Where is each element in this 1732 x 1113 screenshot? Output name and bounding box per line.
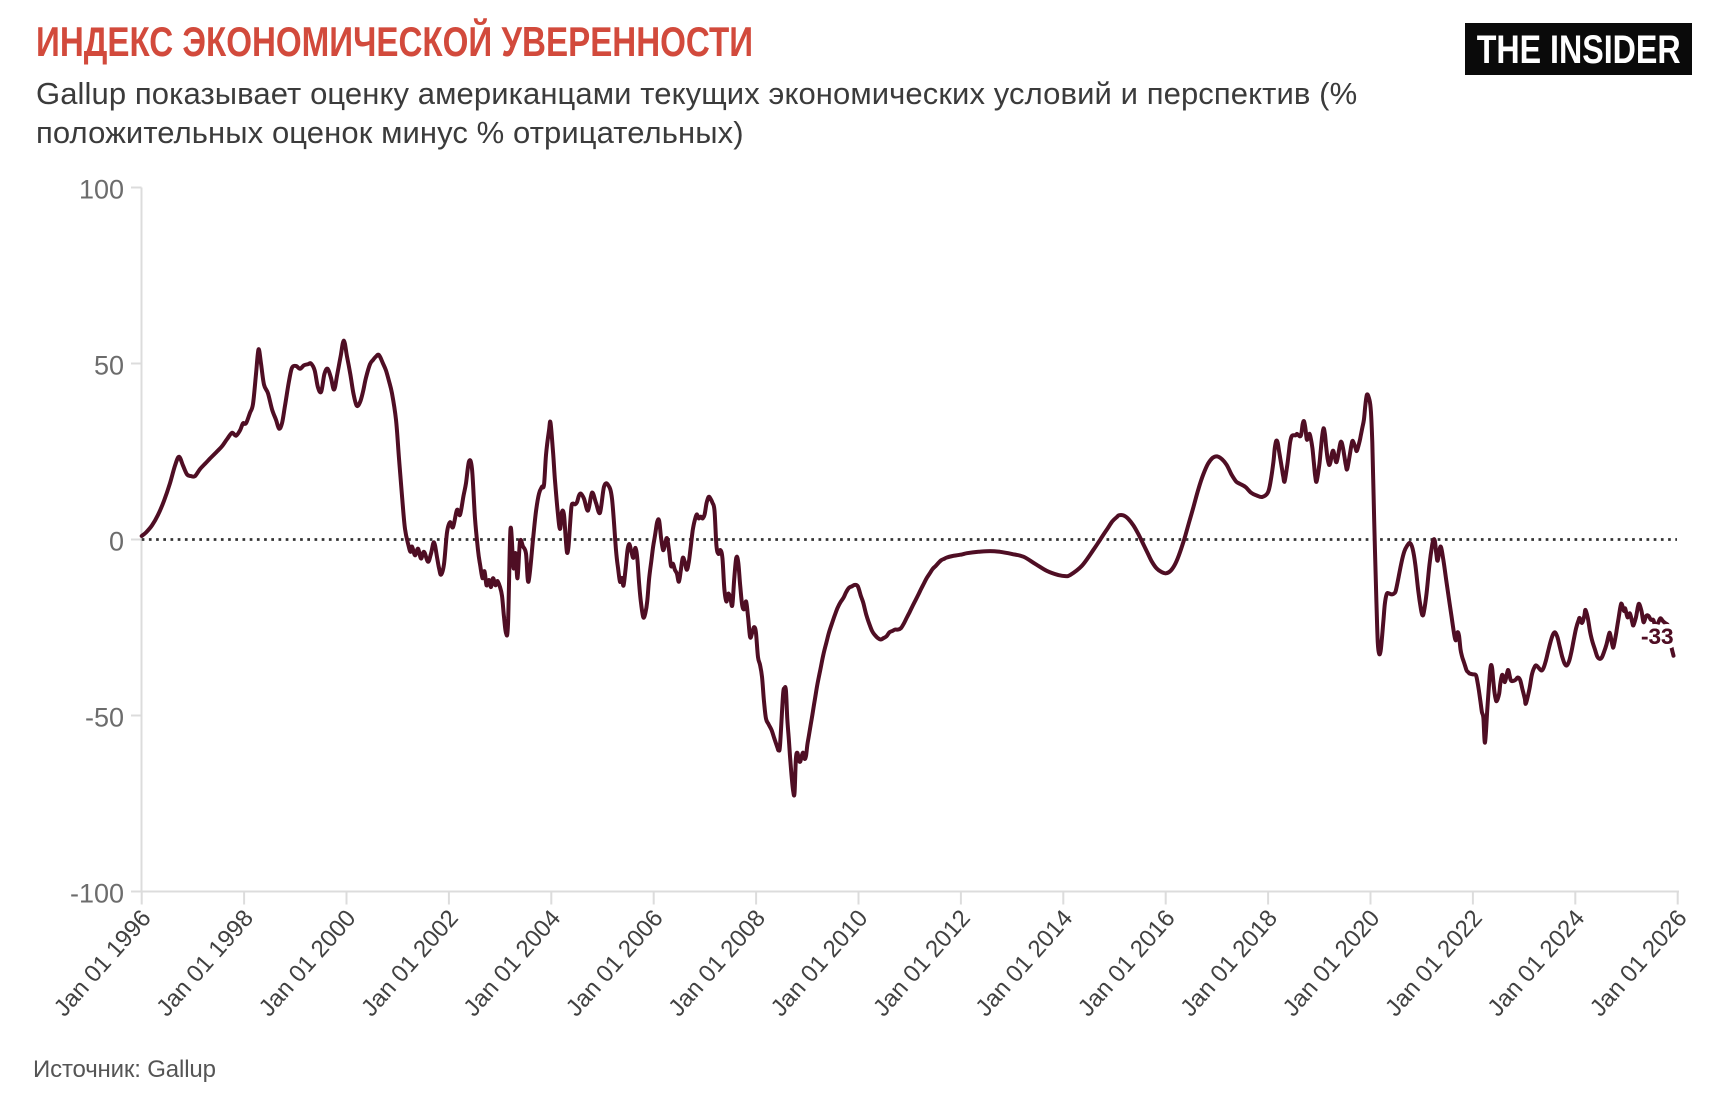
- svg-text:Jan 01 2000: Jan 01 2000: [254, 905, 362, 1022]
- svg-text:50: 50: [94, 351, 124, 381]
- svg-text:Jan 01 2014: Jan 01 2014: [970, 905, 1078, 1022]
- svg-text:Jan 01 2020: Jan 01 2020: [1278, 905, 1386, 1022]
- svg-text:Jan 01 2024: Jan 01 2024: [1482, 905, 1590, 1022]
- svg-text:Jan 01 1996: Jan 01 1996: [49, 905, 157, 1022]
- svg-text:Jan 01 2018: Jan 01 2018: [1175, 905, 1283, 1022]
- svg-text:Jan 01 2006: Jan 01 2006: [561, 905, 669, 1022]
- svg-text:Jan 01 2008: Jan 01 2008: [663, 905, 771, 1022]
- svg-text:-50: -50: [85, 703, 124, 733]
- svg-text:Jan 01 2004: Jan 01 2004: [458, 905, 566, 1022]
- svg-text:Jan 01 1998: Jan 01 1998: [151, 905, 259, 1022]
- svg-text:-33: -33: [1641, 624, 1674, 649]
- svg-text:Jan 01 2010: Jan 01 2010: [766, 905, 874, 1022]
- svg-text:100: 100: [79, 175, 124, 205]
- svg-text:Jan 01 2012: Jan 01 2012: [868, 905, 976, 1022]
- svg-text:-100: -100: [70, 879, 124, 909]
- svg-text:Jan 01 2002: Jan 01 2002: [356, 905, 464, 1022]
- svg-text:Jan 01 2026: Jan 01 2026: [1585, 905, 1693, 1022]
- svg-text:Jan 01 2016: Jan 01 2016: [1073, 905, 1181, 1022]
- svg-text:0: 0: [109, 527, 124, 557]
- svg-text:Jan 01 2022: Jan 01 2022: [1380, 905, 1488, 1022]
- svg-text:-33: -33: [1641, 624, 1674, 649]
